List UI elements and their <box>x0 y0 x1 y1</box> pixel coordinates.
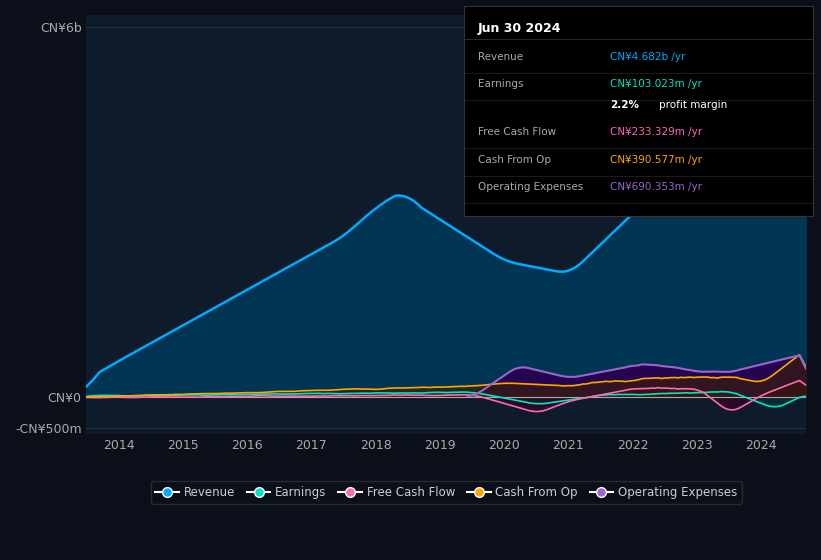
Legend: Revenue, Earnings, Free Cash Flow, Cash From Op, Operating Expenses: Revenue, Earnings, Free Cash Flow, Cash … <box>150 481 742 503</box>
Text: CN¥390.577m /yr: CN¥390.577m /yr <box>610 155 703 165</box>
Text: Jun 30 2024: Jun 30 2024 <box>478 22 562 35</box>
Text: CN¥233.329m /yr: CN¥233.329m /yr <box>610 128 703 137</box>
Text: Cash From Op: Cash From Op <box>478 155 551 165</box>
Text: 2.2%: 2.2% <box>610 100 640 110</box>
Text: profit margin: profit margin <box>659 100 727 110</box>
Text: CN¥690.353m /yr: CN¥690.353m /yr <box>610 182 703 192</box>
Text: CN¥103.023m /yr: CN¥103.023m /yr <box>610 79 702 89</box>
Text: Free Cash Flow: Free Cash Flow <box>478 128 556 137</box>
Text: Earnings: Earnings <box>478 79 523 89</box>
Text: Operating Expenses: Operating Expenses <box>478 182 583 192</box>
Text: Revenue: Revenue <box>478 52 523 62</box>
Text: CN¥4.682b /yr: CN¥4.682b /yr <box>610 52 686 62</box>
